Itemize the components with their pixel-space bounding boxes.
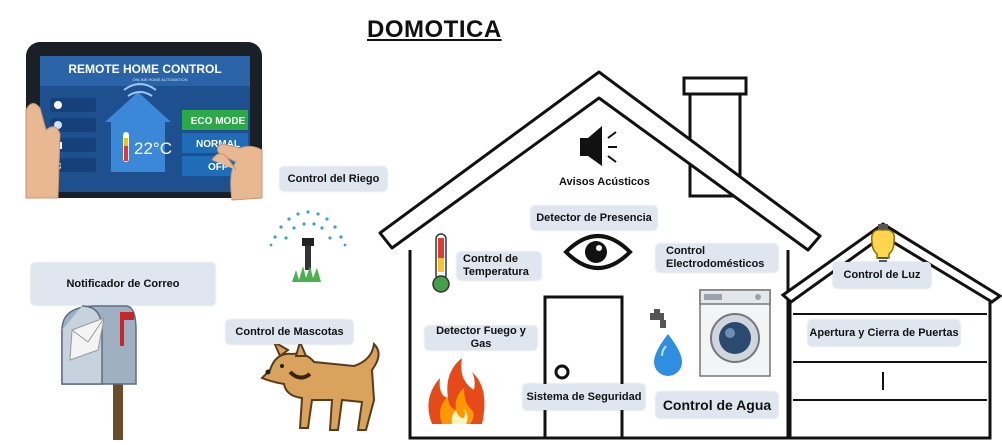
washing-machine-icon <box>699 289 771 377</box>
thermometer-icon <box>432 233 450 293</box>
speaker-icon <box>580 126 617 166</box>
label-detector-presencia: Detector de Presencia <box>531 206 657 230</box>
eye-icon <box>563 234 633 270</box>
tablet-subheading: ONLINE HOME AUTOMATION <box>132 77 187 82</box>
label-control-agua: Control de Agua <box>656 392 778 418</box>
tablet-house-icon: 22°C <box>105 83 172 172</box>
mailbox-icon <box>61 305 137 440</box>
label-detector-fuego-gas: Detector Fuego y Gas <box>425 325 537 350</box>
tablet-temperature: 22°C <box>134 139 172 158</box>
dog-icon <box>260 339 380 431</box>
label-avisos-acusticos: Avisos Acústicos <box>559 176 650 188</box>
tablet-heading: REMOTE HOME CONTROL <box>68 62 221 76</box>
label-apertura-puertas: Apertura y Cierra de Puertas <box>808 320 960 346</box>
label-control-temperatura: Control de Temperatura <box>457 252 541 280</box>
label-notificador-correo: Notificador de Correo <box>31 263 215 305</box>
light-bulb-icon <box>870 224 896 262</box>
label-control-electrodomesticos: Control Electrodomésticos <box>656 244 778 272</box>
label-sistema-seguridad: Sistema de Seguridad <box>523 384 645 410</box>
tablet-image: REMOTE HOME CONTROL ONLINE HOME AUTOMATI… <box>25 42 263 201</box>
label-control-riego: Control del Riego <box>280 167 387 191</box>
tablet-menu-icons: ♫ <box>50 98 96 172</box>
tablet-mode-eco: ECO MODE <box>191 116 246 127</box>
label-control-mascotas: Control de Mascotas <box>226 320 353 344</box>
page-title: DOMOTICA <box>367 16 502 43</box>
water-drop-icon <box>650 309 682 376</box>
tablet-mode-normal: NORMAL <box>196 139 240 150</box>
sprinkler-icon <box>269 210 347 282</box>
tablet-mode-off: OFF <box>208 162 228 173</box>
flame-icon <box>428 358 485 424</box>
label-control-luz: Control de Luz <box>833 262 931 288</box>
